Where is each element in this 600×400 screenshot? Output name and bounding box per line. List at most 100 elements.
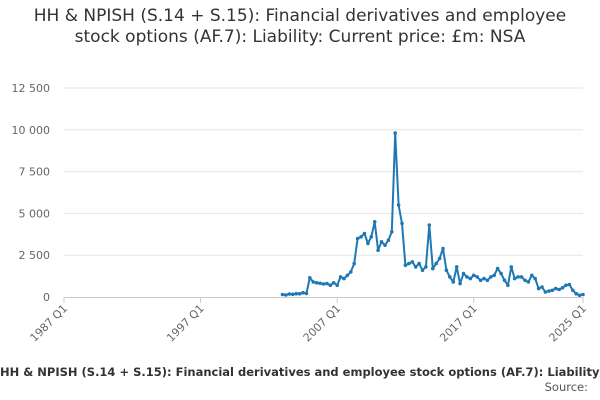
data-point xyxy=(574,291,578,296)
data-point xyxy=(519,275,524,279)
data-point xyxy=(372,220,377,224)
chart-title: HH & NPISH (S.14 + S.15): Financial deri… xyxy=(33,6,567,47)
data-point xyxy=(287,292,292,296)
y-axis: 0 2 500 5 000 7 500 10 000 12 500 xyxy=(12,82,51,304)
data-point xyxy=(550,288,555,293)
series-points xyxy=(280,131,585,298)
y-tick-label: 12 500 xyxy=(12,82,51,95)
data-point xyxy=(471,273,476,278)
data-point xyxy=(533,276,537,281)
y-tick-label: 2 500 xyxy=(19,249,51,262)
data-point xyxy=(311,280,316,284)
data-point xyxy=(349,270,353,274)
data-point xyxy=(543,290,548,294)
data-point xyxy=(284,293,288,297)
data-point xyxy=(444,268,449,273)
data-point xyxy=(318,281,322,286)
data-point xyxy=(359,235,363,239)
data-point xyxy=(403,263,408,268)
data-point xyxy=(369,235,374,239)
data-point xyxy=(331,281,336,285)
x-axis: 1987 Q1 1997 Q1 2007 Q1 2017 Q1 2025 Q1 xyxy=(28,297,590,345)
data-point xyxy=(495,266,500,271)
data-point xyxy=(516,275,520,279)
data-point xyxy=(465,275,469,279)
data-point xyxy=(297,292,302,296)
data-point xyxy=(400,221,404,226)
data-point xyxy=(509,265,514,269)
data-point xyxy=(352,261,357,266)
data-point xyxy=(420,268,425,273)
data-point xyxy=(451,280,456,284)
data-point xyxy=(492,273,497,278)
data-point xyxy=(366,241,370,246)
data-point xyxy=(345,273,350,278)
data-point xyxy=(417,261,421,266)
data-point xyxy=(434,261,439,266)
data-point xyxy=(506,283,510,288)
data-point xyxy=(427,223,432,227)
data-point xyxy=(393,131,398,135)
data-point xyxy=(571,288,575,293)
data-point xyxy=(553,286,558,291)
data-point xyxy=(437,256,442,261)
data-point xyxy=(547,289,551,293)
data-point xyxy=(478,278,483,283)
data-point xyxy=(489,275,493,279)
data-point xyxy=(540,285,544,289)
data-point xyxy=(396,203,401,207)
y-tick-label: 10 000 xyxy=(12,124,51,137)
data-point xyxy=(362,231,367,236)
data-point xyxy=(291,292,295,297)
data-point xyxy=(577,293,582,298)
data-point xyxy=(564,283,568,288)
legend-label: HH & NPISH (S.14 + S.15): Financial deri… xyxy=(0,365,600,379)
series-path xyxy=(282,132,584,297)
data-point xyxy=(441,246,445,251)
data-point xyxy=(454,265,459,269)
data-point xyxy=(321,282,326,286)
data-point xyxy=(523,278,527,283)
data-point xyxy=(461,271,466,276)
data-point xyxy=(468,276,473,281)
y-tick-label: 0 xyxy=(43,291,50,304)
x-tick-label: 2017 Q1 xyxy=(437,302,480,345)
data-point xyxy=(335,283,340,288)
data-point xyxy=(431,266,435,271)
data-point xyxy=(376,248,380,252)
data-point xyxy=(386,238,391,242)
gridlines xyxy=(64,87,583,256)
data-point xyxy=(383,243,387,247)
data-point xyxy=(581,292,585,297)
data-point xyxy=(280,292,285,297)
data-point xyxy=(458,281,462,286)
data-point xyxy=(512,276,517,281)
data-point xyxy=(424,265,428,269)
data-point xyxy=(325,281,329,286)
data-point xyxy=(355,236,360,241)
data-point xyxy=(338,275,343,279)
data-point xyxy=(301,290,305,295)
data-point xyxy=(482,276,486,281)
data-point xyxy=(328,283,333,288)
data-point xyxy=(536,286,541,291)
y-tick-label: 7 500 xyxy=(19,166,51,179)
data-point xyxy=(502,278,507,283)
source-label: Source: xyxy=(544,380,588,394)
data-point xyxy=(294,291,299,296)
x-tick-label: 2007 Q1 xyxy=(301,302,344,345)
data-point xyxy=(407,261,411,266)
data-point xyxy=(557,287,561,292)
data-point xyxy=(308,276,312,280)
data-point xyxy=(379,240,384,244)
x-tick-label: 1987 Q1 xyxy=(28,302,71,345)
data-point xyxy=(410,260,415,264)
x-tick-label: 2025 Q1 xyxy=(547,302,590,345)
x-tick-label: 1997 Q1 xyxy=(164,302,207,345)
data-point xyxy=(448,275,452,279)
data-point xyxy=(475,275,480,279)
data-point xyxy=(304,291,309,296)
data-point xyxy=(560,286,565,290)
data-point xyxy=(530,273,534,278)
data-point xyxy=(413,265,418,269)
